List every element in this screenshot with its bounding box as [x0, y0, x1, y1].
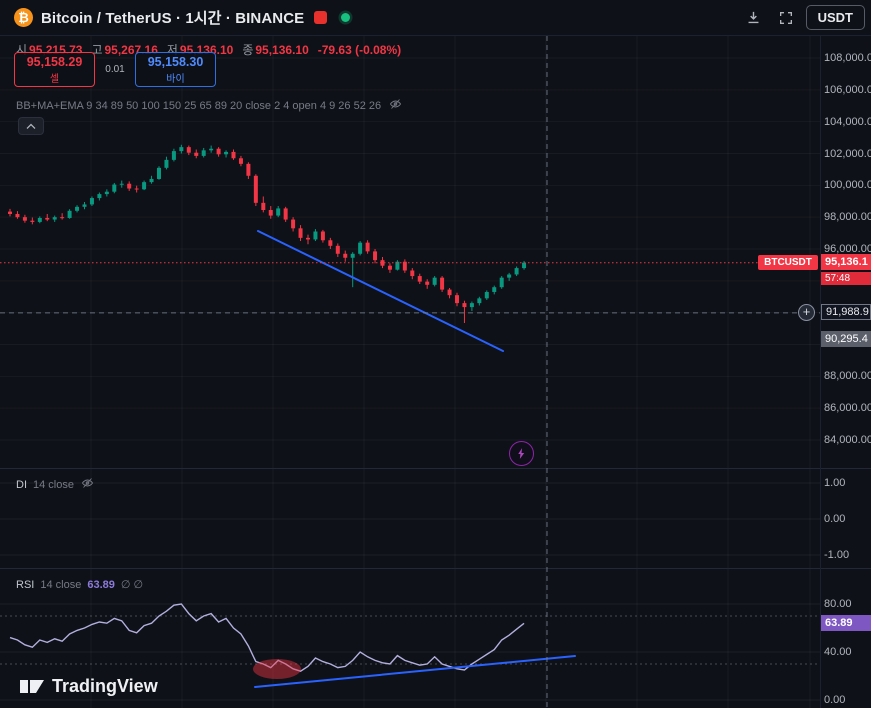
symbol-info[interactable]: ₿ Bitcoin / TetherUS · 1시간 · BINANCE [14, 7, 351, 28]
add-alert-plus-icon[interactable]: + [798, 304, 815, 322]
chevron-up-icon [26, 123, 36, 129]
tradingview-mark-icon [20, 680, 44, 693]
buy-button[interactable]: 95,158.30 바이 [135, 52, 216, 87]
price-tick: 96,000.00 [824, 243, 871, 255]
sell-button[interactable]: 95,158.29 셀 [14, 52, 95, 87]
rsi-value: 63.89 [87, 578, 115, 591]
rsi-name: RSI [16, 578, 35, 591]
crosshair-price-label: 91,988.9 [821, 303, 871, 320]
currency-usdt-button[interactable]: USDT [805, 5, 865, 30]
rsi-hidden-values: ∅ ∅ [120, 579, 144, 591]
price-tick: 1.00 [824, 477, 846, 489]
topbar: ₿ Bitcoin / TetherUS · 1시간 · BINANCE USD… [0, 0, 871, 36]
price-tick: 86,000.00 [824, 402, 871, 415]
price-tick: 102,000.00 [824, 147, 871, 160]
eye-off-icon[interactable] [80, 477, 95, 492]
order-panel: 95,158.29 셀 0.01 95,158.30 바이 [14, 52, 216, 87]
close-label: 종 [242, 43, 254, 57]
tradingview-wordmark: TradingView [52, 676, 158, 696]
price-tick: 80.00 [824, 598, 852, 610]
di-params: 14 close [33, 478, 74, 491]
price-tick: -1.00 [824, 549, 850, 561]
price-tick: 40.00 [824, 646, 852, 658]
bitcoin-icon: ₿ [14, 8, 33, 27]
indicator-legend[interactable]: BB+MA+EMA 9 34 89 50 100 150 25 65 89 20… [16, 98, 403, 113]
rsi-indicator-legend[interactable]: RSI 14 close 63.89 ∅ ∅ [16, 578, 144, 592]
spread-value: 0.01 [105, 64, 125, 75]
broadcaster-icon [314, 11, 328, 24]
lightning-trade-button[interactable] [509, 441, 534, 466]
secondary-price-label: 90,295.4 [821, 331, 871, 348]
fullscreen-icon[interactable] [774, 6, 798, 30]
rsi-params: 14 close [40, 578, 82, 591]
di-name: DI [16, 478, 27, 491]
collapse-legend-button[interactable] [18, 117, 44, 135]
sell-label: 셀 [49, 73, 60, 85]
topbar-right: USDT [742, 5, 865, 30]
eye-off-icon[interactable] [388, 98, 403, 113]
buy-label: 바이 [166, 73, 185, 85]
price-tick: 100,000.00 [824, 179, 871, 192]
change-value: -79.63 (-0.08%) [317, 43, 402, 57]
di-indicator-legend[interactable]: DI 14 close [16, 477, 95, 492]
market-open-status-icon [341, 13, 351, 22]
sell-price: 95,158.29 [26, 54, 83, 69]
price-tick: 104,000.00 [824, 115, 871, 128]
symbol-price-label: BTCUSDT [758, 254, 818, 270]
price-tick: 98,000.00 [824, 211, 871, 224]
price-tick: 84,000.00 [824, 434, 871, 446]
rsi-value-label: 63.89 [821, 614, 871, 631]
symbol-title[interactable]: Bitcoin / TetherUS · 1시간 · BINANCE [41, 10, 305, 27]
price-scale-border [820, 36, 821, 708]
bar-countdown-label: 57:48 [821, 271, 871, 285]
high-label: 고 [91, 43, 103, 57]
last-price-label: 95,136.1 [821, 253, 871, 270]
price-tick: 0.00 [824, 513, 846, 525]
price-tick: 108,000.00 [824, 52, 871, 64]
price-tick: 106,000.00 [824, 83, 871, 96]
open-label: 시 [16, 43, 28, 57]
close-value: 95,136.10 [255, 43, 309, 57]
indicator-legend-text: BB+MA+EMA 9 34 89 50 100 150 25 65 89 20… [16, 99, 382, 112]
tradingview-logo[interactable]: TradingView [20, 676, 158, 697]
download-icon[interactable] [742, 6, 766, 30]
buy-price: 95,158.30 [147, 54, 204, 69]
lightning-icon [518, 448, 525, 459]
price-tick: 88,000.00 [824, 370, 871, 383]
price-tick: 0.00 [824, 694, 846, 706]
low-label: 저 [166, 43, 178, 57]
